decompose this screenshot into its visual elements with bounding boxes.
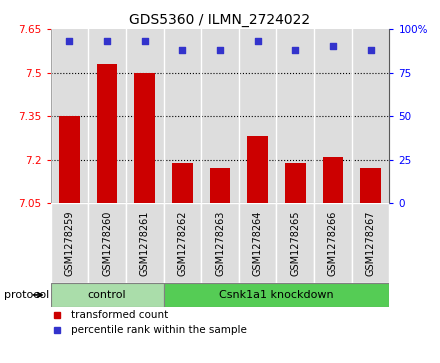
Point: [216, 47, 224, 53]
Bar: [360, 168, 381, 203]
Text: percentile rank within the sample: percentile rank within the sample: [71, 325, 247, 335]
Point: [103, 38, 110, 44]
Bar: [97, 64, 117, 203]
Bar: [51, 29, 88, 203]
Bar: [323, 157, 343, 203]
Bar: [314, 203, 352, 283]
Bar: [88, 29, 126, 203]
Bar: [126, 203, 164, 283]
Text: protocol: protocol: [4, 290, 50, 300]
Bar: [209, 168, 231, 203]
Bar: [285, 163, 306, 203]
Text: control: control: [88, 290, 126, 300]
Point: [367, 47, 374, 53]
Bar: [164, 29, 201, 203]
Text: GSM1278264: GSM1278264: [253, 211, 263, 276]
Bar: [314, 29, 352, 203]
Bar: [247, 136, 268, 203]
Point: [254, 38, 261, 44]
Point: [292, 47, 299, 53]
Bar: [239, 203, 276, 283]
Bar: [126, 29, 164, 203]
Bar: [164, 283, 389, 307]
Bar: [51, 203, 88, 283]
Bar: [201, 29, 239, 203]
Point: [66, 38, 73, 44]
Point: [179, 47, 186, 53]
Text: Csnk1a1 knockdown: Csnk1a1 knockdown: [219, 290, 334, 300]
Text: GSM1278259: GSM1278259: [64, 211, 74, 276]
Bar: [201, 203, 239, 283]
Text: GSM1278267: GSM1278267: [366, 211, 376, 276]
Bar: [88, 203, 126, 283]
Text: transformed count: transformed count: [71, 310, 168, 321]
Bar: [164, 203, 201, 283]
Text: GSM1278262: GSM1278262: [177, 211, 187, 276]
Bar: [276, 203, 314, 283]
Bar: [239, 29, 276, 203]
Bar: [134, 73, 155, 203]
Text: GSM1278260: GSM1278260: [102, 211, 112, 276]
Text: GSM1278261: GSM1278261: [140, 211, 150, 276]
Bar: [59, 116, 80, 203]
Text: GSM1278266: GSM1278266: [328, 211, 338, 276]
Text: GSM1278265: GSM1278265: [290, 211, 300, 276]
Bar: [352, 203, 389, 283]
Point: [141, 38, 148, 44]
Bar: [276, 29, 314, 203]
Point: [330, 44, 337, 49]
Bar: [51, 283, 164, 307]
Bar: [352, 29, 389, 203]
Text: GSM1278263: GSM1278263: [215, 211, 225, 276]
Title: GDS5360 / ILMN_2724022: GDS5360 / ILMN_2724022: [129, 13, 311, 26]
Bar: [172, 163, 193, 203]
